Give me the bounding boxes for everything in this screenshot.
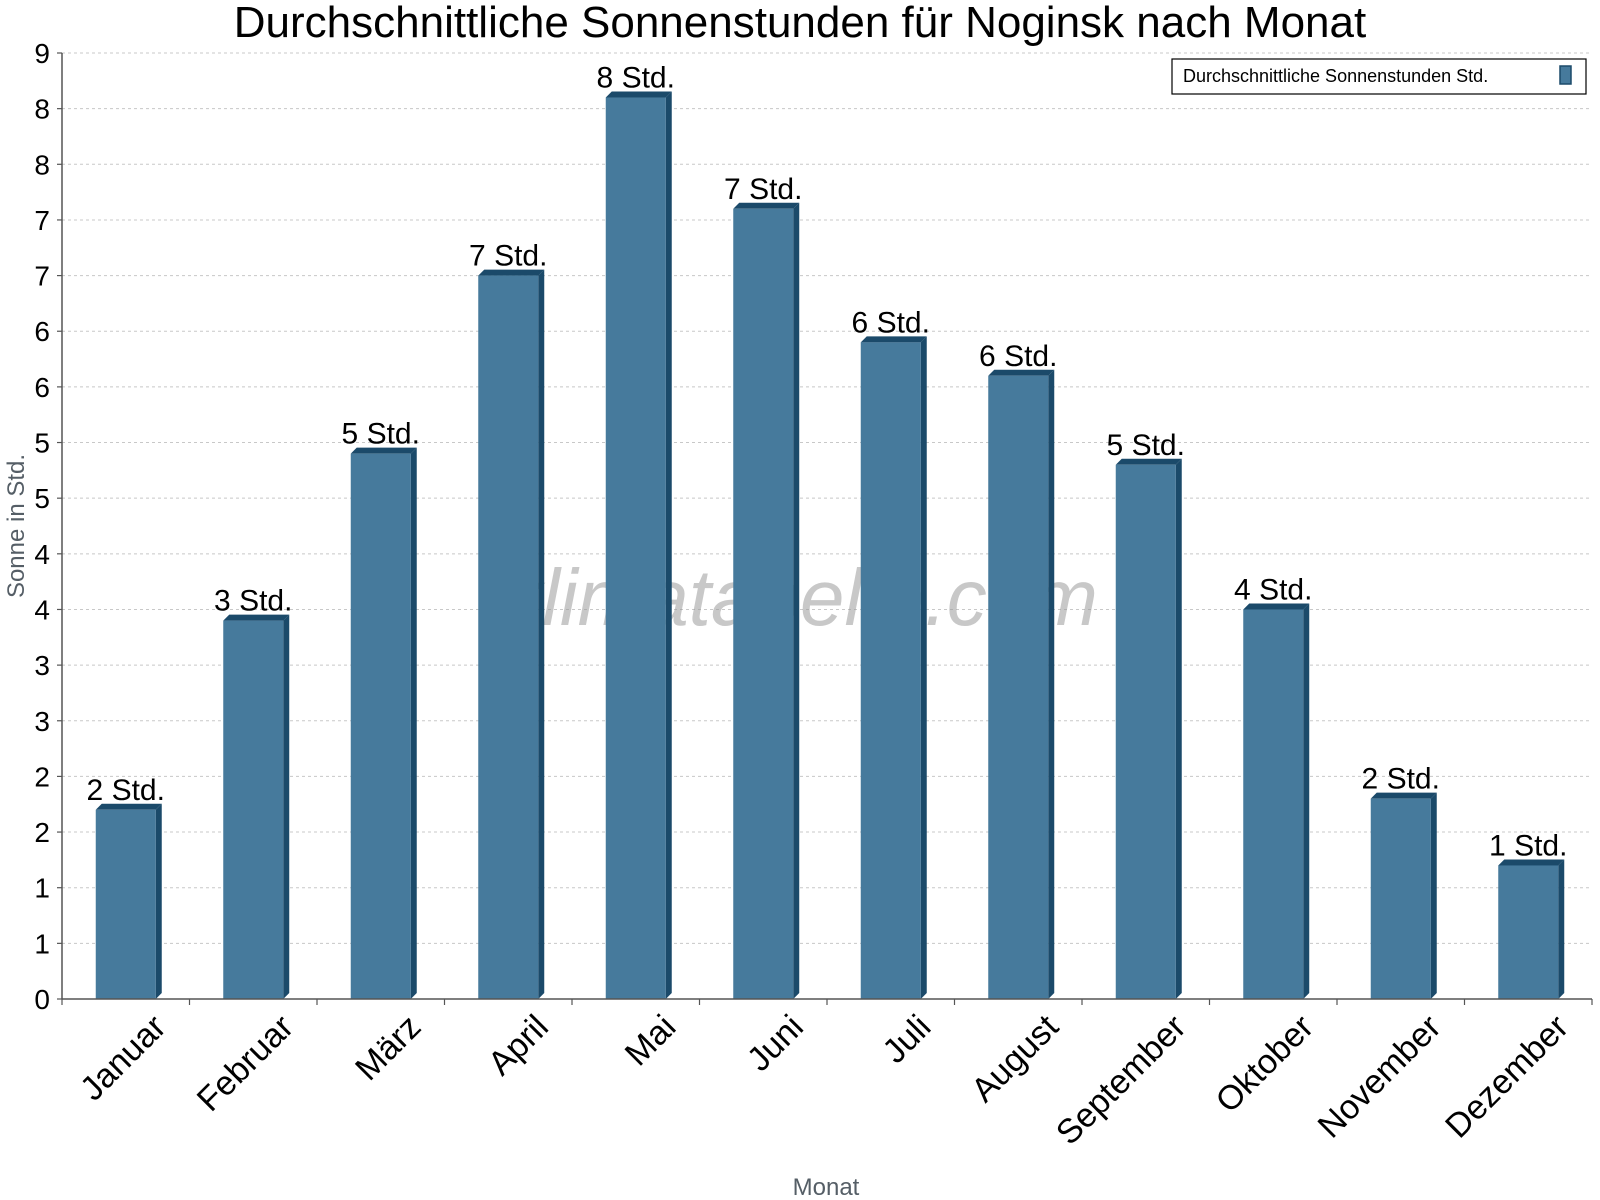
bar xyxy=(605,91,672,1000)
bar-front xyxy=(860,342,921,999)
bar-top xyxy=(1370,792,1437,799)
bar xyxy=(478,269,545,999)
bar-side xyxy=(283,614,290,999)
bar-top xyxy=(733,202,800,209)
bar-front xyxy=(1115,464,1176,1000)
bar xyxy=(223,614,290,999)
y-tick-label: 8 xyxy=(34,149,50,180)
bar-top xyxy=(350,447,417,454)
bar xyxy=(95,803,162,999)
data-label: 7 Std. xyxy=(469,240,547,273)
bar-front xyxy=(223,620,284,999)
y-tick-label: 8 xyxy=(34,94,50,125)
bar-side xyxy=(1303,603,1310,999)
bar xyxy=(1498,859,1565,999)
x-axis-title: Monat xyxy=(793,1174,860,1200)
bar-top xyxy=(1115,458,1182,465)
bar-front xyxy=(733,208,794,999)
data-label: 7 Std. xyxy=(724,173,802,206)
bar-side xyxy=(1558,859,1565,999)
data-label: 1 Std. xyxy=(1489,829,1567,862)
bar-front xyxy=(1370,798,1431,999)
data-label: 4 Std. xyxy=(1234,573,1312,606)
legend-label: Durchschnittliche Sonnenstunden Std. xyxy=(1183,66,1488,86)
bar-top xyxy=(95,803,162,810)
y-tick-label: 5 xyxy=(34,483,50,514)
bar-front xyxy=(350,453,411,999)
legend-box xyxy=(1171,58,1587,95)
data-label: 2 Std. xyxy=(87,774,165,807)
y-tick-label: 9 xyxy=(34,38,50,69)
bar-side xyxy=(920,336,927,999)
data-label: 5 Std. xyxy=(1107,429,1185,462)
bar xyxy=(988,369,1055,999)
data-label: 6 Std. xyxy=(852,306,930,339)
y-tick-label: 0 xyxy=(34,984,50,1015)
bar-top xyxy=(860,336,927,343)
bar xyxy=(733,202,800,999)
bar-front xyxy=(1498,865,1559,999)
bar xyxy=(1115,458,1182,1000)
bar-side xyxy=(1048,369,1055,999)
data-label: 8 Std. xyxy=(597,62,675,95)
bar-side xyxy=(1430,792,1437,999)
y-axis-title: Sonne in Std. xyxy=(3,454,30,598)
bar-front xyxy=(1243,609,1304,999)
bar-side xyxy=(1175,458,1182,1000)
y-tick-label: 1 xyxy=(34,928,50,959)
y-tick-label: 4 xyxy=(34,539,50,570)
y-tick-labels: 0 1 1 2 2 3 3 4 4 5 5 6 6 7 7 8 8 9 xyxy=(34,38,50,1015)
bar-top xyxy=(1243,603,1310,610)
bar xyxy=(1370,792,1437,999)
y-tick-label: 2 xyxy=(34,761,50,792)
bar-top xyxy=(605,91,672,98)
y-tick-label: 1 xyxy=(34,873,50,904)
y-tick-label: 3 xyxy=(34,650,50,681)
bar-side xyxy=(793,202,800,999)
y-tick-label: 4 xyxy=(34,594,50,625)
bar-top xyxy=(988,369,1055,376)
y-tick-label: 3 xyxy=(34,706,50,737)
bar-top xyxy=(223,614,290,621)
bar xyxy=(860,336,927,999)
y-tick-label: 7 xyxy=(34,205,50,236)
chart-title: Durchschnittliche Sonnenstunden für Nogi… xyxy=(234,0,1366,47)
y-tick-label: 6 xyxy=(34,316,50,347)
legend: Durchschnittliche Sonnenstunden Std. xyxy=(1171,58,1587,95)
bar-top xyxy=(478,269,545,276)
legend-swatch xyxy=(1559,65,1572,85)
bars xyxy=(95,91,1565,1000)
bar-front xyxy=(988,375,1049,999)
bar xyxy=(1243,603,1310,999)
y-tick-label: 6 xyxy=(34,372,50,403)
data-labels: 2 Std. 3 Std. 5 Std. 7 Std. 8 Std. 7 Std. 6 St… xyxy=(87,62,1568,863)
bar-side xyxy=(665,91,672,1000)
gridlines xyxy=(62,52,1592,944)
bar xyxy=(350,447,417,999)
data-label: 2 Std. xyxy=(1362,763,1440,796)
bar-top xyxy=(1498,859,1565,866)
y-tick-label: 7 xyxy=(34,261,50,292)
bar-front xyxy=(478,275,539,999)
data-label: 3 Std. xyxy=(214,585,292,618)
data-label: 5 Std. xyxy=(342,418,420,451)
y-tick-label: 5 xyxy=(34,428,50,459)
y-tick-label: 2 xyxy=(34,817,50,848)
bar-side xyxy=(538,269,545,999)
bar-side xyxy=(155,803,162,999)
bar-front xyxy=(605,97,666,1000)
axes xyxy=(57,52,1593,1005)
data-label: 6 Std. xyxy=(979,340,1057,373)
bar-side xyxy=(410,447,417,999)
bar-front xyxy=(95,809,156,999)
